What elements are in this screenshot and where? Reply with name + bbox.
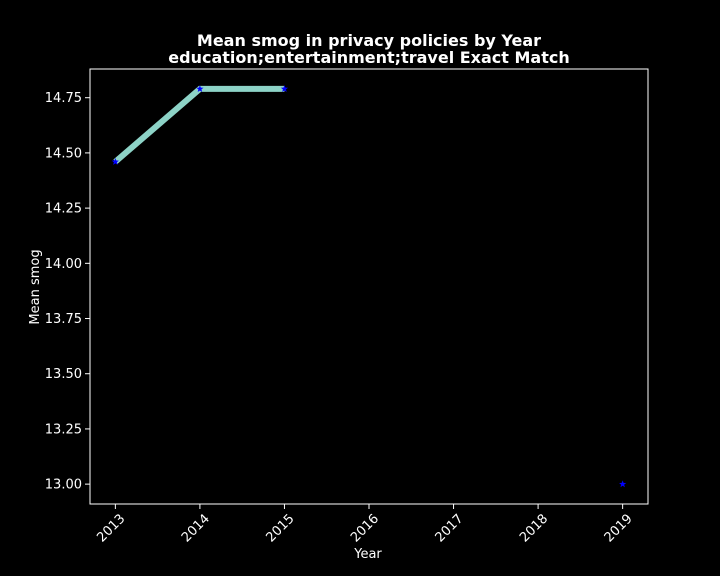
y-tick-label: 14.00 bbox=[45, 257, 82, 272]
data-point-marker bbox=[196, 85, 204, 92]
y-tick-label: 13.00 bbox=[45, 478, 82, 493]
data-point-marker bbox=[619, 480, 627, 488]
y-tick-label: 14.25 bbox=[45, 202, 82, 217]
y-tick-label: 13.50 bbox=[45, 367, 82, 382]
chart-title-line-1: Mean smog in privacy policies by Year bbox=[197, 31, 541, 50]
x-axis-label: Year bbox=[353, 547, 382, 562]
data-point-marker bbox=[280, 85, 289, 92]
y-tick-label: 14.75 bbox=[45, 91, 82, 106]
data-point-marker bbox=[111, 157, 119, 165]
chart-title-line-2: education;entertainment;travel Exact Mat… bbox=[168, 48, 569, 67]
y-axis: 13.00 13.25 13.50 13.75 14.00 14.25 14.50 14.75 bbox=[45, 91, 90, 493]
y-tick-label: 13.25 bbox=[45, 422, 82, 437]
y-axis-label: Mean smog bbox=[28, 249, 43, 324]
y-tick-label: 13.75 bbox=[45, 312, 82, 327]
series-markers bbox=[111, 85, 627, 488]
y-tick-label: 14.50 bbox=[45, 146, 82, 161]
